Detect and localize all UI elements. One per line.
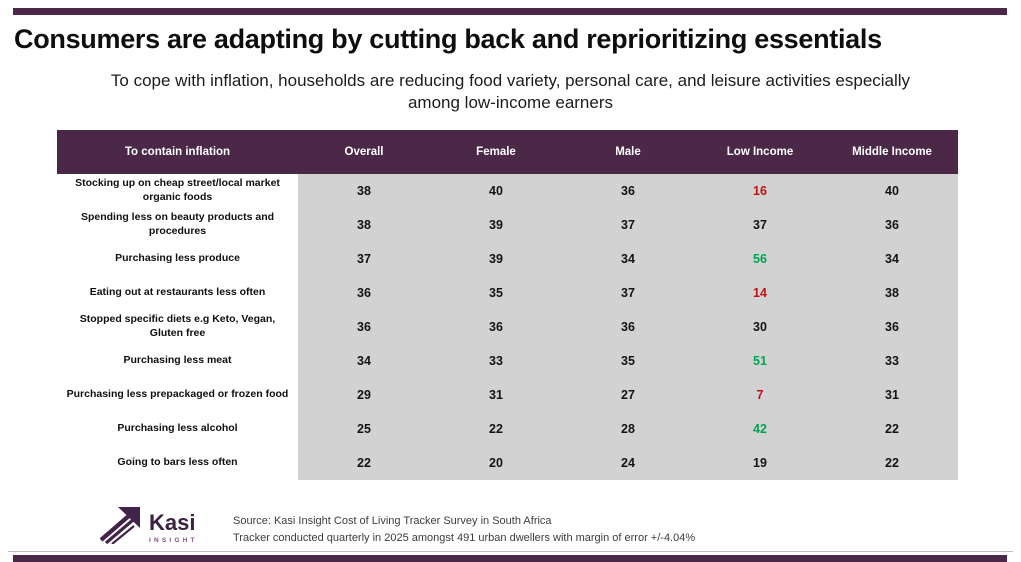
row-label: Eating out at restaurants less often: [57, 276, 298, 310]
value-cell: 22: [298, 446, 430, 480]
value-cell: 14: [694, 276, 826, 310]
source-line-1: Source: Kasi Insight Cost of Living Trac…: [233, 515, 552, 527]
value-cell: 22: [826, 412, 958, 446]
value-cell: 35: [430, 276, 562, 310]
value-cell: 19: [694, 446, 826, 480]
value-cell: 37: [694, 208, 826, 242]
value-cell: 33: [826, 344, 958, 378]
value-cell: 34: [298, 344, 430, 378]
logo-name: Kasi: [149, 510, 196, 535]
value-cell: 36: [298, 310, 430, 344]
value-cell: 27: [562, 378, 694, 412]
value-cell: 39: [430, 242, 562, 276]
value-cell: 51: [694, 344, 826, 378]
footer-divider-line: [8, 551, 1013, 552]
row-label: Spending less on beauty products and pro…: [57, 208, 298, 242]
value-cell: 36: [298, 276, 430, 310]
value-cell: 36: [826, 310, 958, 344]
column-header: Overall: [344, 146, 384, 158]
table-row: Purchasing less alcohol 25 22 28 42 22: [57, 412, 958, 446]
source-line-2: Tracker conducted quarterly in 2025 amon…: [233, 531, 696, 544]
table-row: Stopped specific diets e.g Keto, Vegan, …: [57, 310, 958, 344]
table-row: Eating out at restaurants less often 36 35…: [57, 276, 958, 310]
value-cell: 56: [694, 242, 826, 276]
kasi-arrow-logo-icon: [99, 507, 140, 549]
row-label: Stopped specific diets e.g Keto, Vegan, …: [57, 310, 298, 344]
value-cell: 38: [826, 276, 958, 310]
kasi-logo-text: Kasi INSIGHT: [149, 510, 198, 545]
table-row: Purchasing less meat 34 33 35 51 33: [57, 344, 958, 378]
kasi-logo: Kasi INSIGHT: [99, 507, 198, 549]
page-title: Consumers are adapting by cutting back a…: [14, 24, 882, 54]
column-header: To contain inflation: [124, 146, 231, 158]
value-cell: 40: [430, 174, 562, 208]
row-label: Purchasing less produce: [57, 242, 298, 276]
table-row: Spending less on beauty products and pro…: [57, 208, 958, 242]
value-cell: 37: [298, 242, 430, 276]
table-row: Purchasing less produce 37 39 34 56 34: [57, 242, 958, 276]
value-cell: 16: [694, 174, 826, 208]
value-cell: 36: [562, 310, 694, 344]
value-cell: 28: [562, 412, 694, 446]
value-cell: 22: [430, 412, 562, 446]
bottom-accent-bar: [13, 555, 1007, 562]
data-table: To contain inflation Overall Female Male Low…: [57, 130, 958, 480]
value-cell: 33: [430, 344, 562, 378]
value-cell: 22: [826, 446, 958, 480]
logo-tagline: INSIGHT: [149, 537, 198, 544]
column-header: Male: [615, 146, 641, 158]
value-cell: 36: [826, 208, 958, 242]
value-cell: 36: [562, 174, 694, 208]
column-header: Low Income: [726, 146, 794, 158]
value-cell: 34: [562, 242, 694, 276]
value-cell: 25: [298, 412, 430, 446]
value-cell: 31: [826, 378, 958, 412]
value-cell: 37: [562, 208, 694, 242]
value-cell: 39: [430, 208, 562, 242]
column-header: Middle Income: [852, 146, 932, 158]
value-cell: 31: [430, 378, 562, 412]
subtitle: To cope with inflation, households are r…: [110, 71, 911, 112]
value-cell: 36: [430, 310, 562, 344]
column-header: Female: [476, 146, 516, 158]
value-cell: 34: [826, 242, 958, 276]
row-label: Stocking up on cheap street/local market…: [57, 174, 298, 208]
top-accent-bar: [13, 8, 1007, 15]
value-cell: 38: [298, 208, 430, 242]
row-label: Going to bars less often: [57, 446, 298, 480]
source-text: Source: Kasi Insight Cost of Living Trac…: [233, 513, 695, 546]
value-cell: 42: [694, 412, 826, 446]
table-body: Stocking up on cheap street/local market…: [57, 174, 958, 480]
row-label: Purchasing less meat: [57, 344, 298, 378]
value-cell: 37: [562, 276, 694, 310]
table-row: Going to bars less often 22 20 24 19 22: [57, 446, 958, 480]
value-cell: 40: [826, 174, 958, 208]
value-cell: 29: [298, 378, 430, 412]
table-row: Stocking up on cheap street/local market…: [57, 174, 958, 208]
value-cell: 38: [298, 174, 430, 208]
value-cell: 20: [430, 446, 562, 480]
value-cell: 24: [562, 446, 694, 480]
value-cell: 30: [694, 310, 826, 344]
value-cell: 7: [694, 378, 826, 412]
value-cell: 35: [562, 344, 694, 378]
row-label: Purchasing less prepackaged or frozen fo…: [57, 378, 298, 412]
row-label: Purchasing less alcohol: [57, 412, 298, 446]
table-header-row: To contain inflation Overall Female Male Low…: [57, 130, 958, 174]
table-row: Purchasing less prepackaged or frozen fo…: [57, 378, 958, 412]
